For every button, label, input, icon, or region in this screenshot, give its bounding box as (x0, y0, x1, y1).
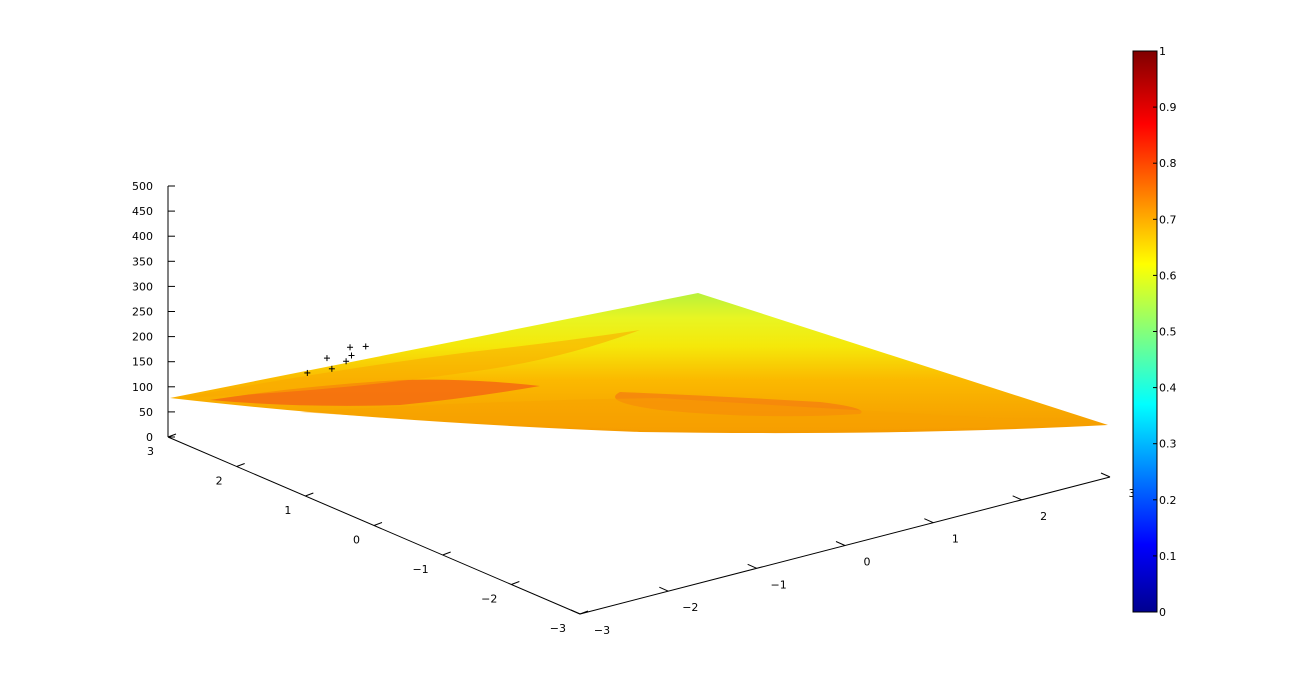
y-tick-mark (236, 463, 245, 467)
y-tick-mark (167, 433, 177, 438)
y-tick-mark (442, 551, 451, 556)
x-tick-label: −1 (771, 578, 787, 591)
x-tick-mark (835, 541, 846, 546)
x-tick-label: −2 (682, 601, 698, 614)
y-tick-mark (579, 610, 589, 615)
data-markers (304, 343, 369, 376)
surface-front-band (300, 398, 1100, 431)
y-tick-mark (511, 581, 520, 585)
z-tick-label: 400 (132, 230, 153, 243)
colorbar-tick-label: 0.2 (1159, 494, 1177, 507)
x-tick-mark (570, 609, 581, 615)
colorbar-ticks: 0 0.1 0.2 0.3 0.4 0.5 0.6 0.7 0.8 0.9 1 (1153, 45, 1177, 619)
z-tick-label: 450 (132, 205, 153, 218)
z-tick-label: 100 (132, 381, 153, 394)
z-tick-label: 350 (132, 255, 153, 268)
y-tick-label: −2 (481, 593, 497, 606)
colorbar-tick-label: 1 (1159, 45, 1166, 58)
z-tick-label: 0 (146, 431, 153, 444)
y-tick-label: 0 (353, 534, 360, 547)
y-tick-label: 2 (216, 475, 223, 488)
marker-point (362, 343, 369, 350)
x-tick-mark (659, 586, 669, 592)
marker-point (343, 358, 350, 365)
y-tick-label: −1 (412, 563, 428, 576)
marker-point (328, 365, 335, 372)
y-tick-label: −3 (550, 622, 566, 635)
y-tick-mark (373, 522, 383, 526)
y-tick-mark (305, 492, 314, 497)
colorbar-tick-label: 0.6 (1159, 269, 1177, 282)
x-tick-label: 1 (952, 533, 959, 546)
colorbar-tick-label: 0.5 (1159, 326, 1177, 339)
surface-ridge (180, 330, 640, 398)
colorbar-tick-label: 0.1 (1159, 550, 1177, 563)
z-tick-label: 300 (132, 280, 153, 293)
y-tick-label: 1 (284, 504, 291, 517)
x-tick-label: 2 (1040, 510, 1047, 523)
colorbar-tick-label: 0.7 (1159, 213, 1177, 226)
x-tick-mark (1012, 495, 1022, 501)
colorbar-tick-label: 0.3 (1159, 438, 1177, 451)
y-ticks: −3 −2 −1 0 1 2 3 (147, 433, 589, 635)
surface (170, 293, 1108, 434)
z-tick-label: 150 (132, 356, 153, 369)
colorbar-tick-label: 0.8 (1159, 157, 1177, 170)
x-tick-mark (1100, 472, 1111, 478)
marker-point (304, 369, 311, 376)
colorbar: 0 0.1 0.2 0.3 0.4 0.5 0.6 0.7 0.8 0.9 1 (1132, 45, 1177, 619)
x-tick-mark (924, 518, 934, 524)
surface-valley-left (210, 379, 540, 406)
z-ticks: 0 50 100 150 200 250 300 350 400 450 500 (132, 180, 175, 444)
z-tick-label: 500 (132, 180, 153, 193)
colorbar-tick-label: 0 (1159, 606, 1166, 619)
z-tick-label: 200 (132, 331, 153, 344)
z-tick-label: 50 (139, 406, 153, 419)
marker-point (348, 352, 355, 359)
x-tick-label: −3 (594, 624, 610, 637)
z-tick-label: 250 (132, 306, 153, 319)
y-tick-label: 3 (147, 445, 154, 458)
x-tick-label: 0 (864, 556, 871, 569)
colorbar-tick-label: 0.4 (1159, 382, 1177, 395)
colorbar-tick-label: 0.9 (1159, 101, 1177, 114)
x-ticks: −3 −2 −1 0 1 2 3 (570, 472, 1136, 637)
marker-point (323, 355, 330, 362)
x-tick-label: 3 (1129, 487, 1136, 500)
x-tick-mark (747, 563, 757, 569)
marker-point (347, 344, 354, 351)
